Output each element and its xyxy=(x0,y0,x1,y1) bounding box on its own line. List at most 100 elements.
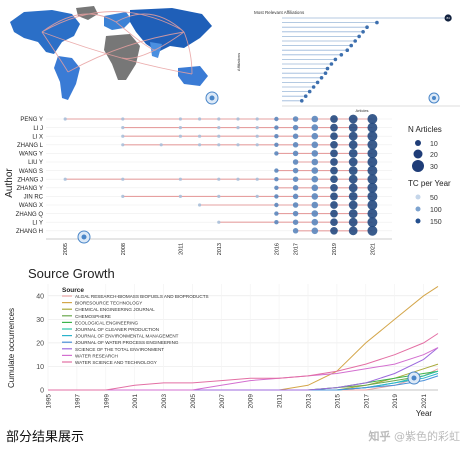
author-article-point xyxy=(367,182,378,193)
author-article-point xyxy=(63,117,67,121)
author-article-point xyxy=(348,157,358,167)
source-growth-logo-badge xyxy=(407,371,421,385)
affiliation-point xyxy=(299,99,304,103)
author-article-point xyxy=(367,165,378,176)
author-article-point xyxy=(255,134,259,138)
author-article-point xyxy=(178,117,182,121)
legend-n-marker-30 xyxy=(412,160,424,172)
author-article-point xyxy=(292,210,299,217)
author-article-point xyxy=(367,157,378,167)
author-name: ZHANG H xyxy=(16,229,43,235)
source-growth-x-tick: 2013 xyxy=(306,394,313,409)
affiliations-chart: Most Relevant Affiliations Affiliations … xyxy=(236,10,460,113)
source-growth-legend-label: WATER SCIENCE AND TECHNOLOGY xyxy=(75,360,157,365)
author-name: ZHANG L xyxy=(17,143,44,149)
author-article-point xyxy=(330,183,338,192)
author-article-point xyxy=(348,114,358,124)
source-growth-xlabel: Year xyxy=(416,409,433,418)
author-article-point xyxy=(348,192,358,201)
author-article-point xyxy=(367,114,378,124)
author-article-point xyxy=(311,210,319,217)
author-name: PENG Y xyxy=(20,117,43,123)
source-growth-x-tick: 2017 xyxy=(363,394,370,409)
legend-n-marker-20 xyxy=(413,149,423,159)
author-article-point xyxy=(236,143,240,147)
watermark-author: @紫色的彩虹 xyxy=(394,430,460,443)
page-caption: 部分结果展示 xyxy=(6,430,85,445)
author-article-point xyxy=(274,151,279,156)
author-year-tick: 2008 xyxy=(121,243,127,255)
author-article-point xyxy=(217,134,221,138)
author-article-point xyxy=(236,126,240,130)
legend-tc-title: TC per Year xyxy=(408,179,451,188)
author-article-point xyxy=(311,175,319,183)
author-year-tick: 2005 xyxy=(63,243,69,255)
affiliation-point xyxy=(345,48,350,52)
author-year-tick: 2017 xyxy=(294,243,300,255)
author-article-point xyxy=(367,131,378,142)
affiliation-point xyxy=(349,43,354,48)
author-article-point xyxy=(330,166,338,175)
source-growth-legend-label: CHEMICAL ENGINEERING JOURNAL xyxy=(75,307,155,312)
legend-tc-150: 150 xyxy=(430,219,442,226)
author-name: WANG Y xyxy=(19,152,43,158)
author-article-point xyxy=(274,177,279,182)
author-article-point xyxy=(311,158,319,166)
author-article-point xyxy=(330,192,338,201)
author-name: LIU Y xyxy=(28,160,43,166)
affiliations-xlabel: Articles xyxy=(355,108,368,113)
legend-n-marker-10 xyxy=(415,140,421,146)
source-growth-y-tick: 10 xyxy=(36,364,44,371)
source-growth-legend-label: SCIENCE OF THE TOTAL ENVIRONMENT xyxy=(75,347,164,352)
author-article-point xyxy=(217,126,221,130)
author-article-point xyxy=(348,131,358,141)
author-article-point xyxy=(292,176,299,182)
author-article-point xyxy=(217,143,221,147)
legend-tc-marker-150 xyxy=(415,218,421,224)
affiliation-point xyxy=(361,30,365,34)
author-article-point xyxy=(367,191,378,202)
author-article-point xyxy=(330,149,338,158)
source-growth-legend-label: ECOLOGICAL ENGINEERING xyxy=(75,320,139,325)
author-article-point xyxy=(198,117,202,121)
author-article-point xyxy=(236,177,240,181)
author-name: WANG S xyxy=(19,169,43,175)
affiliation-point xyxy=(444,14,452,22)
legend-tc-marker-100 xyxy=(415,206,421,212)
author-article-point xyxy=(63,177,67,181)
author-article-point xyxy=(348,183,358,193)
source-growth-x-tick: 1995 xyxy=(46,394,53,409)
author-ylabel: Author xyxy=(4,168,15,198)
author-article-point xyxy=(311,115,319,123)
author-article-point xyxy=(348,123,358,132)
affiliation-point xyxy=(333,57,338,62)
author-article-point xyxy=(330,175,338,184)
author-year-tick: 2021 xyxy=(370,243,376,255)
affiliation-point xyxy=(315,80,320,85)
author-article-point xyxy=(217,194,221,198)
author-article-point xyxy=(348,140,358,150)
author-year-ticks: 2005 2008 2011 2013 2016 2017 2019 2021 xyxy=(46,238,392,255)
affiliation-point xyxy=(353,39,357,43)
author-article-point xyxy=(367,208,378,219)
legend-tc-50: 50 xyxy=(430,195,438,202)
author-article-point xyxy=(178,134,182,138)
legend-tc-marker-50 xyxy=(415,194,421,200)
author-article-point xyxy=(311,141,319,149)
map-south-america xyxy=(54,56,80,100)
affiliations-title: Most Relevant Affiliations xyxy=(254,10,305,15)
source-growth-legend-label: JOURNAL OF ENVIRONMENTAL MANAGEMENT xyxy=(75,334,179,339)
source-growth-x-tick: 2003 xyxy=(161,394,168,409)
author-article-point xyxy=(292,193,299,200)
author-article-point xyxy=(274,168,279,173)
author-name: LI Y xyxy=(32,220,43,226)
affiliation-point xyxy=(311,85,316,89)
author-article-point xyxy=(348,166,358,175)
author-article-point xyxy=(348,226,358,236)
author-article-point xyxy=(274,185,279,190)
author-article-point xyxy=(178,177,182,181)
legend-n-30: 30 xyxy=(430,164,438,171)
author-article-point xyxy=(348,174,358,184)
map-africa xyxy=(104,34,140,80)
source-growth-chart: Source Growth Cumulate occurrences Year … xyxy=(7,266,439,418)
